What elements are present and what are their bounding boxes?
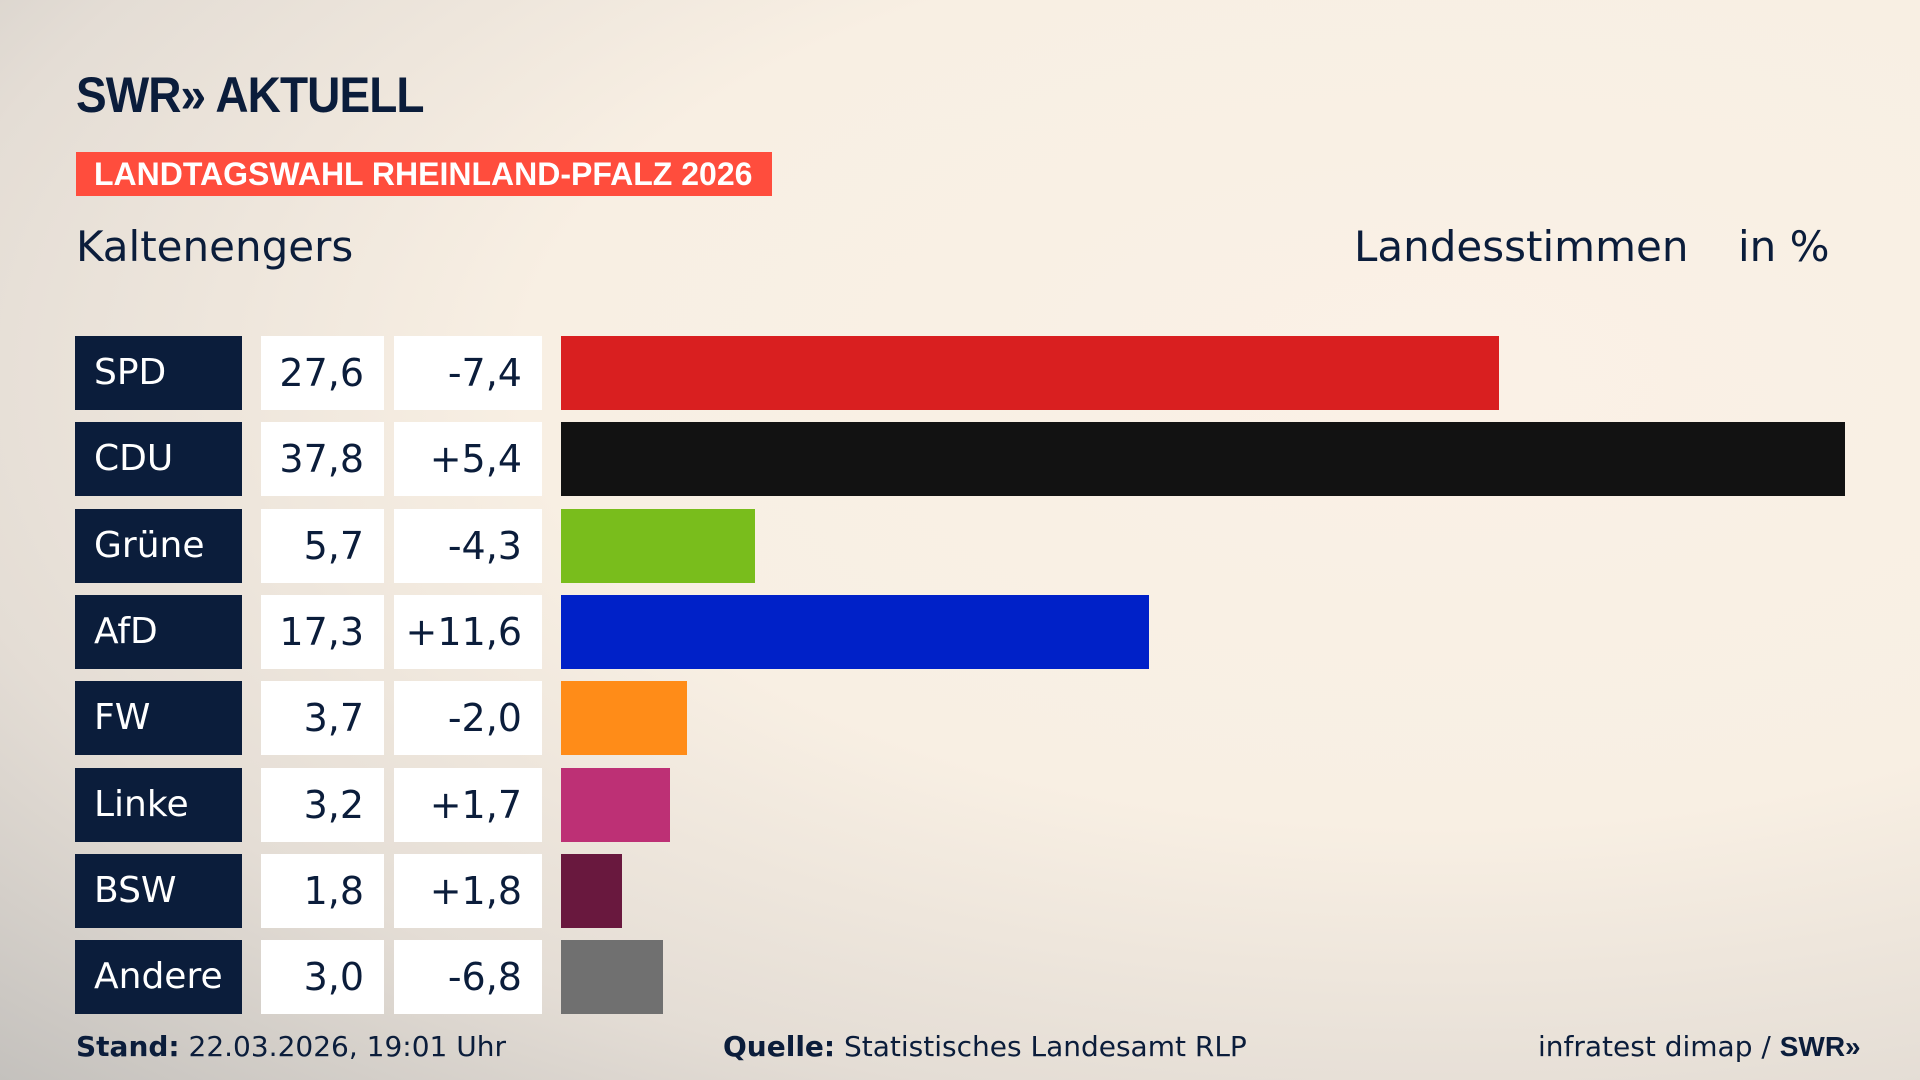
bar-andere <box>561 940 663 1015</box>
swr-logo: SWR» <box>1779 1031 1861 1062</box>
bar-spd <box>561 336 1499 410</box>
value-label: 5,7 <box>261 508 384 583</box>
diff-label: +1,8 <box>394 853 542 928</box>
bar-fw <box>561 681 687 756</box>
party-label: BSW <box>75 853 242 928</box>
diff-label: -7,4 <box>394 336 542 410</box>
party-label: FW <box>75 681 242 756</box>
swr-aktuell-logo: SWR» AKTUELL <box>76 67 424 123</box>
unit-label: in % <box>1738 222 1830 271</box>
source: Quelle: Statistisches Landesamt RLP <box>723 1030 1247 1063</box>
election-banner: LANDTAGSWAHL RHEINLAND-PFALZ 2026 <box>76 152 773 196</box>
stand-label: Stand: <box>76 1030 180 1063</box>
source-value: Statistisches Landesamt RLP <box>835 1030 1247 1063</box>
value-label: 3,7 <box>261 681 384 756</box>
value-label: 3,0 <box>261 940 384 1015</box>
value-label: 27,6 <box>261 336 384 410</box>
value-label: 1,8 <box>261 853 384 928</box>
bar-cdu <box>561 422 1845 497</box>
party-label: CDU <box>75 422 242 497</box>
party-label: Linke <box>75 767 242 842</box>
diff-label: +1,7 <box>394 767 542 842</box>
value-label: 3,2 <box>261 767 384 842</box>
party-label: Grüne <box>75 508 242 583</box>
location-title: Kaltenengers <box>76 222 354 271</box>
source-label: Quelle: <box>723 1030 836 1063</box>
credit-text: infratest dimap / <box>1538 1030 1780 1063</box>
bar-linke <box>561 767 670 842</box>
bar-afd <box>561 594 1149 669</box>
party-label: SPD <box>75 336 242 410</box>
diff-label: -2,0 <box>394 681 542 756</box>
diff-label: -6,8 <box>394 940 542 1015</box>
party-label: AfD <box>75 594 242 669</box>
diff-label: +5,4 <box>394 422 542 497</box>
credit: infratest dimap / SWR» <box>1538 1030 1861 1063</box>
bar-grüne <box>561 508 755 583</box>
diff-label: +11,6 <box>394 594 542 669</box>
stand-value: 22.03.2026, 19:01 Uhr <box>179 1030 506 1063</box>
diff-label: -4,3 <box>394 508 542 583</box>
timestamp: Stand: 22.03.2026, 19:01 Uhr <box>76 1030 506 1063</box>
measure-label: Landesstimmen <box>1354 222 1689 271</box>
bar-bsw <box>561 853 623 928</box>
party-label: Andere <box>75 940 242 1015</box>
value-label: 37,8 <box>261 422 384 497</box>
value-label: 17,3 <box>261 594 384 669</box>
